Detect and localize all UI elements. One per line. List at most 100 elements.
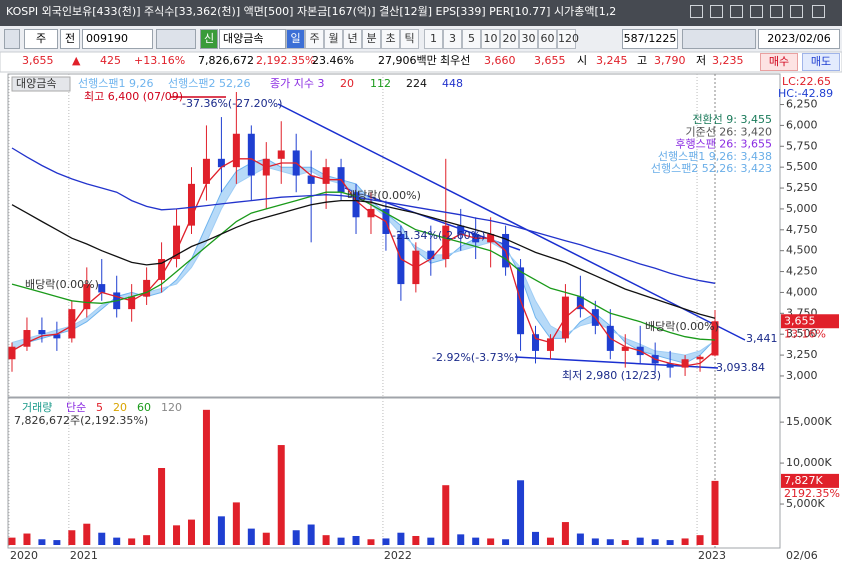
search-icons[interactable] xyxy=(156,29,196,49)
cloud-fill xyxy=(12,158,715,364)
price: 3,655 xyxy=(22,54,54,67)
icon[interactable] xyxy=(750,5,763,18)
change: 425 xyxy=(100,54,121,67)
moving-average xyxy=(11,191,716,341)
y-tick-label: 6,000 xyxy=(786,118,818,131)
volume-bar xyxy=(382,538,390,545)
toolbar-button[interactable]: 60 xyxy=(538,29,557,49)
best-bid: 3,655 xyxy=(534,54,566,67)
code-input[interactable]: 009190 xyxy=(82,29,153,49)
volume-bar xyxy=(113,537,121,545)
stock-name[interactable]: 대양금속 xyxy=(219,29,286,49)
volume-bar xyxy=(202,409,210,545)
toolbar-button[interactable]: 10 xyxy=(481,29,500,49)
volume-bar xyxy=(53,540,61,545)
lc-label: LC:22.65 xyxy=(782,75,831,88)
type-select[interactable]: 전 xyxy=(60,29,80,49)
volume-bar xyxy=(187,519,195,545)
toolbar-button[interactable]: 틱 xyxy=(400,29,419,49)
y-tick-label: 5,000K xyxy=(786,497,825,510)
volume-bar xyxy=(158,467,166,545)
volume-bar xyxy=(8,537,16,545)
price-panel xyxy=(7,73,781,398)
annotation: -37.36%(-27.20%) xyxy=(182,97,282,110)
x-tick-label: 2022 xyxy=(384,549,412,562)
sell-button[interactable]: 매도 xyxy=(802,53,840,71)
candle-body xyxy=(696,356,704,360)
legend-entry: 120 xyxy=(161,401,182,414)
y-tick-label: 5,250 xyxy=(786,181,818,194)
price-tag-text: 3,655 xyxy=(784,314,816,327)
y-tick-label: 4,250 xyxy=(786,265,818,278)
volume-bar xyxy=(277,445,285,545)
tool-icons[interactable] xyxy=(682,29,756,49)
candle-body xyxy=(247,133,255,176)
toolbar-button[interactable]: 3 xyxy=(443,29,462,49)
volume-bar xyxy=(352,535,360,545)
toolbar-button[interactable]: 1 xyxy=(424,29,443,49)
legend-entry: 20 xyxy=(113,401,127,414)
y-tick-label: 15,000K xyxy=(786,415,832,428)
best-ask: 3,660 xyxy=(484,54,516,67)
annotation: 최고 6,400 (07/09) xyxy=(84,90,183,103)
candle-body xyxy=(98,284,106,293)
y-tick-label: 5,500 xyxy=(786,160,818,173)
icon[interactable] xyxy=(690,5,703,18)
header-text: KOSPI 외국인보유[433(천)] 주식수[33,362(천)] 액면[50… xyxy=(6,5,617,18)
volume-panel xyxy=(7,397,781,549)
open-label: 시 xyxy=(577,54,588,67)
candle-body xyxy=(38,330,46,335)
volume-bar xyxy=(143,535,151,545)
volume-bar xyxy=(442,485,450,545)
icon[interactable] xyxy=(730,5,743,18)
icon[interactable] xyxy=(770,5,783,18)
best-label: 최우선 xyxy=(440,54,471,67)
arrow: ▲ xyxy=(72,54,81,67)
volume-bar xyxy=(98,532,106,545)
date-input[interactable]: 2023/02/06 xyxy=(758,29,840,49)
volume-bar xyxy=(23,533,31,545)
volume-bar xyxy=(576,533,584,545)
toolbar-button[interactable]: 년 xyxy=(343,29,362,49)
x-tick-label: 2023 xyxy=(698,549,726,562)
candle-body xyxy=(83,284,91,310)
icon[interactable] xyxy=(812,5,825,18)
volume-bar xyxy=(457,534,465,545)
annotation: 3,441 xyxy=(746,332,778,345)
icon[interactable] xyxy=(710,5,723,18)
volume-bar xyxy=(68,530,76,545)
hc-label: HC:-42.89 xyxy=(778,87,833,100)
candle-body xyxy=(8,346,16,360)
candle-body xyxy=(711,321,719,356)
quote-bar xyxy=(0,51,842,73)
count: 587/1225 xyxy=(622,29,678,49)
title-box xyxy=(11,76,71,92)
toolbar-button[interactable]: 20 xyxy=(500,29,519,49)
candle-body xyxy=(532,334,540,351)
volume-bar xyxy=(666,540,674,545)
toolbar-button[interactable]: 분 xyxy=(362,29,381,49)
volume-bar xyxy=(532,531,540,545)
high: 3,790 xyxy=(654,54,686,67)
toolbar-button[interactable]: 주 xyxy=(305,29,324,49)
candle-body xyxy=(352,192,360,218)
toolbar-button[interactable]: 5 xyxy=(462,29,481,49)
candle-body xyxy=(143,279,151,297)
toolbar-button[interactable]: 초 xyxy=(381,29,400,49)
icon[interactable] xyxy=(790,5,803,18)
header-bar xyxy=(0,0,842,26)
annotation: -2.92%(-3.73%) xyxy=(432,351,518,364)
volume-bar xyxy=(262,532,270,545)
menu-icon[interactable] xyxy=(4,29,20,49)
toolbar-button[interactable]: 일 xyxy=(286,29,305,49)
toolbar-button[interactable]: 120 xyxy=(557,29,579,49)
buy-button[interactable]: 매수 xyxy=(760,53,798,71)
volume: 7,826,672 xyxy=(198,54,254,67)
toolbar-button[interactable]: 30 xyxy=(519,29,538,49)
ma-label: 단순 xyxy=(66,401,86,414)
volume-bar xyxy=(247,528,255,545)
period-select[interactable]: 주 xyxy=(24,29,58,49)
candle-body xyxy=(307,175,315,184)
toolbar-button[interactable]: 월 xyxy=(324,29,343,49)
